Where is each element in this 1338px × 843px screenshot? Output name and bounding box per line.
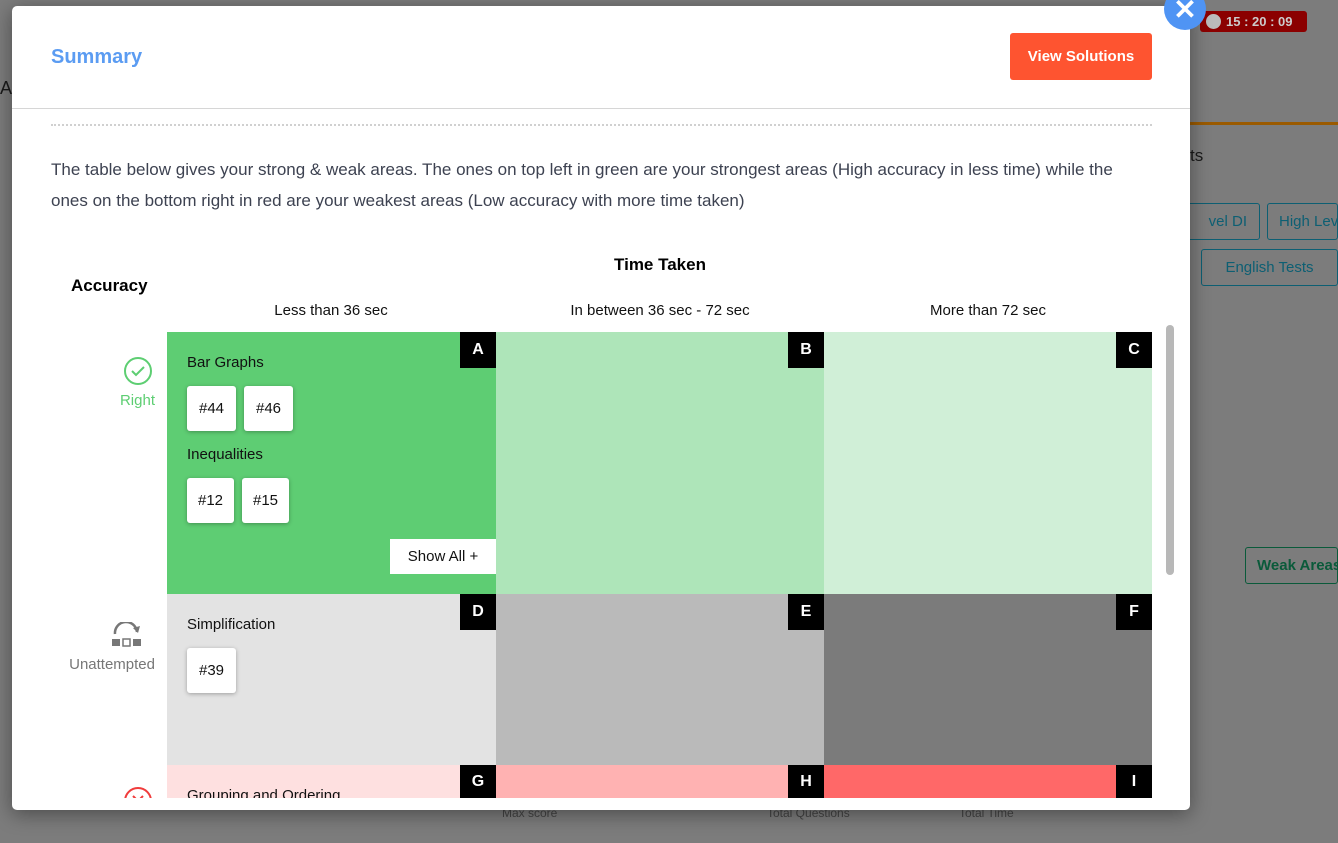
cell-g: G Grouping and Ordering [167,765,496,798]
view-solutions-button[interactable]: View Solutions [1010,33,1152,80]
column-header: Less than 36 sec [274,302,388,319]
cell-letter: H [788,765,824,798]
close-icon: ✕ [1173,0,1197,25]
cell-letter: B [788,332,824,368]
skip-icon [112,622,141,647]
close-button[interactable]: ✕ [1164,0,1206,30]
modal-header: Summary View Solutions [12,6,1190,109]
column-header: More than 72 sec [930,302,1046,319]
cross-circle-icon [124,787,152,798]
question-chip[interactable]: #39 [187,648,236,693]
cell-c: C [824,332,1152,594]
cell-letter: C [1116,332,1152,368]
row-label-unattempted: Unattempted [52,622,155,673]
bg-filter-button: High Lev [1267,203,1338,240]
cell-d: D Simplification #39 [167,594,496,765]
time-taken-label: Time Taken [614,255,706,274]
row-label-wrong [52,786,155,798]
description: The table below gives your strong & weak… [51,160,1113,210]
row-label-right: Right [52,356,155,409]
column-header: In between 36 sec - 72 sec [570,302,750,319]
cell-letter: E [788,594,824,630]
row-label-text: Unattempted [69,656,155,673]
question-chip[interactable]: #15 [242,478,289,523]
question-chip[interactable]: #44 [187,386,236,431]
cell-letter: G [460,765,496,798]
topic-name: Simplification [187,616,276,633]
check-circle-icon [124,357,152,385]
topic-name: Inequalities [187,446,263,463]
row-label-text: Right [119,392,155,409]
cell-letter: F [1116,594,1152,630]
bg-section: ts [1190,146,1204,165]
cell-h: H [496,765,824,798]
summary-modal: Summary View Solutions The table below g… [12,6,1190,810]
scrollbar[interactable] [1166,325,1174,575]
show-all-button[interactable]: Show All + [390,539,496,574]
dotted-divider [51,124,1152,126]
cell-e: E [496,594,824,765]
timer-text: 15 : 20 : 09 [1226,14,1293,29]
topic-name: Grouping and Ordering [187,787,341,798]
modal-body[interactable]: The table below gives your strong & weak… [12,110,1190,798]
modal-title: Summary [51,46,143,68]
bg-weak-areas-button: Weak Areas [1245,547,1338,584]
question-chip[interactable]: #12 [187,478,234,523]
cell-letter: A [460,332,496,368]
accuracy-label: Accuracy [71,276,148,295]
cell-i: I [824,765,1152,798]
cell-f: F [824,594,1152,765]
cell-letter: I [1116,765,1152,798]
bg-filter-button: English Tests [1201,249,1338,286]
clock-icon [1206,14,1221,29]
cell-letter: D [460,594,496,630]
cell-b: B [496,332,824,594]
timer: 15 : 20 : 09 [1200,11,1307,32]
question-chip[interactable]: #46 [244,386,293,431]
cell-a: A Bar Graphs #44 #46 Inequalities #12 #1… [167,332,496,594]
bg-divider [1190,122,1338,125]
topic-name: Bar Graphs [187,354,264,371]
